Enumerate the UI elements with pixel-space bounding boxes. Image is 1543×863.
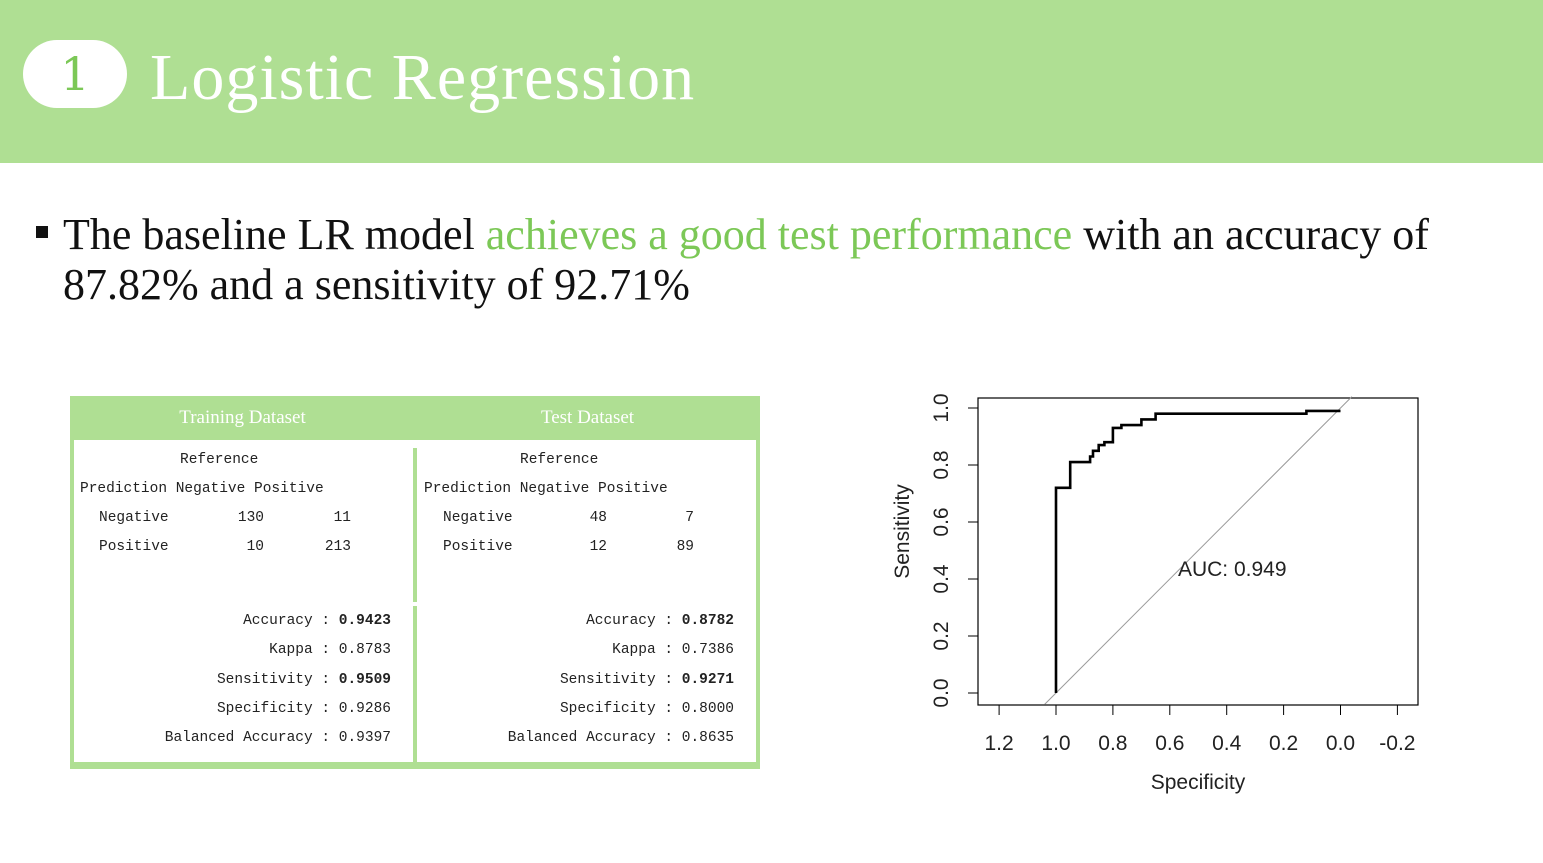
x-tick-label: -0.2 bbox=[1379, 732, 1415, 755]
test-sensitivity: Sensitivity : 0.9271 bbox=[560, 672, 734, 688]
test-kappa-label: Kappa : bbox=[612, 642, 682, 658]
section-number-badge: 1 bbox=[23, 40, 127, 108]
training-balanced-accuracy: Balanced Accuracy : 0.9397 bbox=[165, 730, 391, 746]
training-specificity-value: 0.9286 bbox=[338, 701, 391, 717]
training-balanced-label: Balanced Accuracy : bbox=[164, 730, 339, 746]
training-balanced-value: 0.9397 bbox=[338, 730, 391, 746]
test-balanced-value: 0.8635 bbox=[681, 730, 734, 746]
training-row-negative-label: Negative bbox=[99, 510, 169, 526]
test-reference-label: Reference bbox=[520, 452, 599, 468]
test-balanced-accuracy: Balanced Accuracy : 0.8635 bbox=[508, 730, 734, 746]
test-accuracy-value: 0.8782 bbox=[681, 613, 734, 629]
y-tick-label: 0.0 bbox=[930, 678, 953, 707]
test-specificity-label: Specificity : bbox=[559, 701, 682, 717]
test-kappa: Kappa : 0.7386 bbox=[612, 642, 734, 658]
x-tick-label: 0.6 bbox=[1155, 732, 1184, 755]
y-tick-label: 0.2 bbox=[930, 621, 953, 650]
roc-chart: 1.2 1.0 0.8 0.6 0.4 0.2 0.0 -0.2 0.0 0.2 0.4 0.6 0.8… bbox=[880, 380, 1440, 800]
divider-gap-top bbox=[413, 440, 417, 448]
bullet-text-before: The baseline LR model bbox=[63, 210, 486, 259]
test-pos-neg: 12 bbox=[589, 539, 607, 555]
training-accuracy-value: 0.9423 bbox=[338, 613, 391, 629]
plot-frame bbox=[977, 397, 1419, 706]
training-dataset-heading: Training Dataset bbox=[179, 407, 306, 428]
test-sensitivity-value: 0.9271 bbox=[681, 672, 734, 688]
bullet-highlight: achieves a good test performance bbox=[485, 210, 1073, 259]
test-neg-neg: 48 bbox=[589, 510, 607, 526]
training-reference-label: Reference bbox=[180, 452, 259, 468]
bullet-point: The baseline LR model achieves a good te… bbox=[36, 210, 1456, 310]
test-pos-pos: 89 bbox=[676, 539, 694, 555]
test-dataset-heading: Test Dataset bbox=[540, 407, 635, 428]
y-tick-label: 0.6 bbox=[930, 507, 953, 536]
training-row-positive-label: Positive bbox=[99, 539, 169, 555]
auc-annotation: AUC: 0.949 bbox=[1178, 558, 1287, 581]
slide-title: Logistic Regression bbox=[150, 41, 696, 114]
training-kappa: Kappa : 0.8783 bbox=[269, 642, 391, 658]
roc-curve-line bbox=[1054, 409, 1341, 693]
test-sensitivity-label: Sensitivity : bbox=[559, 672, 682, 688]
training-kappa-label: Kappa : bbox=[269, 642, 339, 658]
training-specificity-label: Specificity : bbox=[216, 701, 339, 717]
test-output: Reference Prediction Negative Positive N… bbox=[417, 440, 756, 762]
training-output: Reference Prediction Negative Positive N… bbox=[74, 440, 413, 762]
training-column-header: Prediction Negative Positive bbox=[80, 481, 324, 497]
y-axis-label: Sensitivity bbox=[891, 484, 914, 579]
y-tick-label: 0.8 bbox=[930, 450, 953, 479]
x-tick-label: 1.2 bbox=[984, 732, 1013, 755]
x-tick-label: 1.0 bbox=[1041, 732, 1070, 755]
bullet-square-icon bbox=[36, 226, 48, 238]
training-pos-neg: 10 bbox=[246, 539, 264, 555]
roc-chart-svg: 1.2 1.0 0.8 0.6 0.4 0.2 0.0 -0.2 0.0 0.2 0.4 0.6 0.8… bbox=[891, 393, 1419, 794]
training-pos-pos: 213 bbox=[324, 539, 351, 555]
test-column-header: Prediction Negative Positive bbox=[424, 481, 668, 497]
training-kappa-value: 0.8783 bbox=[338, 642, 391, 658]
training-neg-pos: 11 bbox=[333, 510, 351, 526]
test-accuracy: Accuracy : 0.8782 bbox=[586, 613, 734, 629]
y-tick-label: 1.0 bbox=[930, 393, 953, 422]
test-specificity: Specificity : 0.8000 bbox=[560, 701, 734, 717]
training-sensitivity: Sensitivity : 0.9509 bbox=[217, 672, 391, 688]
bullet-text-after: with an accuracy of 87.82% and a sensiti… bbox=[63, 210, 1429, 309]
x-tick-label: 0.8 bbox=[1098, 732, 1127, 755]
training-sensitivity-label: Sensitivity : bbox=[216, 672, 339, 688]
header-bar: 1 Logistic Regression bbox=[0, 0, 1543, 163]
section-number: 1 bbox=[60, 47, 90, 101]
training-neg-neg: 130 bbox=[237, 510, 264, 526]
y-tick-label: 0.4 bbox=[930, 564, 953, 594]
roc-plot-layer: 1.2 1.0 0.8 0.6 0.4 0.2 0.0 -0.2 0.0 0.2 0.4 0.6 0.8… bbox=[891, 393, 1419, 794]
test-neg-pos: 7 bbox=[685, 510, 694, 526]
training-sensitivity-value: 0.9509 bbox=[338, 672, 391, 688]
test-kappa-value: 0.7386 bbox=[681, 642, 734, 658]
test-row-negative-label: Negative bbox=[443, 510, 513, 526]
confusion-matrix-panel: Training Dataset Test Dataset Reference … bbox=[70, 396, 760, 769]
training-accuracy: Accuracy : 0.9423 bbox=[243, 613, 391, 629]
test-specificity-value: 0.8000 bbox=[681, 701, 734, 717]
test-row-positive-label: Positive bbox=[443, 539, 513, 555]
training-specificity: Specificity : 0.9286 bbox=[217, 701, 391, 717]
divider-gap-mid bbox=[413, 602, 417, 606]
x-tick-label: 0.2 bbox=[1269, 732, 1298, 755]
reference-diagonal-line bbox=[1044, 396, 1353, 705]
test-balanced-label: Balanced Accuracy : bbox=[507, 730, 682, 746]
x-tick-label: 0.4 bbox=[1212, 732, 1242, 755]
test-accuracy-label: Accuracy : bbox=[586, 613, 682, 629]
training-accuracy-label: Accuracy : bbox=[243, 613, 339, 629]
x-axis-label: Specificity bbox=[1151, 771, 1246, 794]
x-tick-label: 0.0 bbox=[1326, 732, 1355, 755]
bullet-text: The baseline LR model achieves a good te… bbox=[63, 210, 1456, 310]
